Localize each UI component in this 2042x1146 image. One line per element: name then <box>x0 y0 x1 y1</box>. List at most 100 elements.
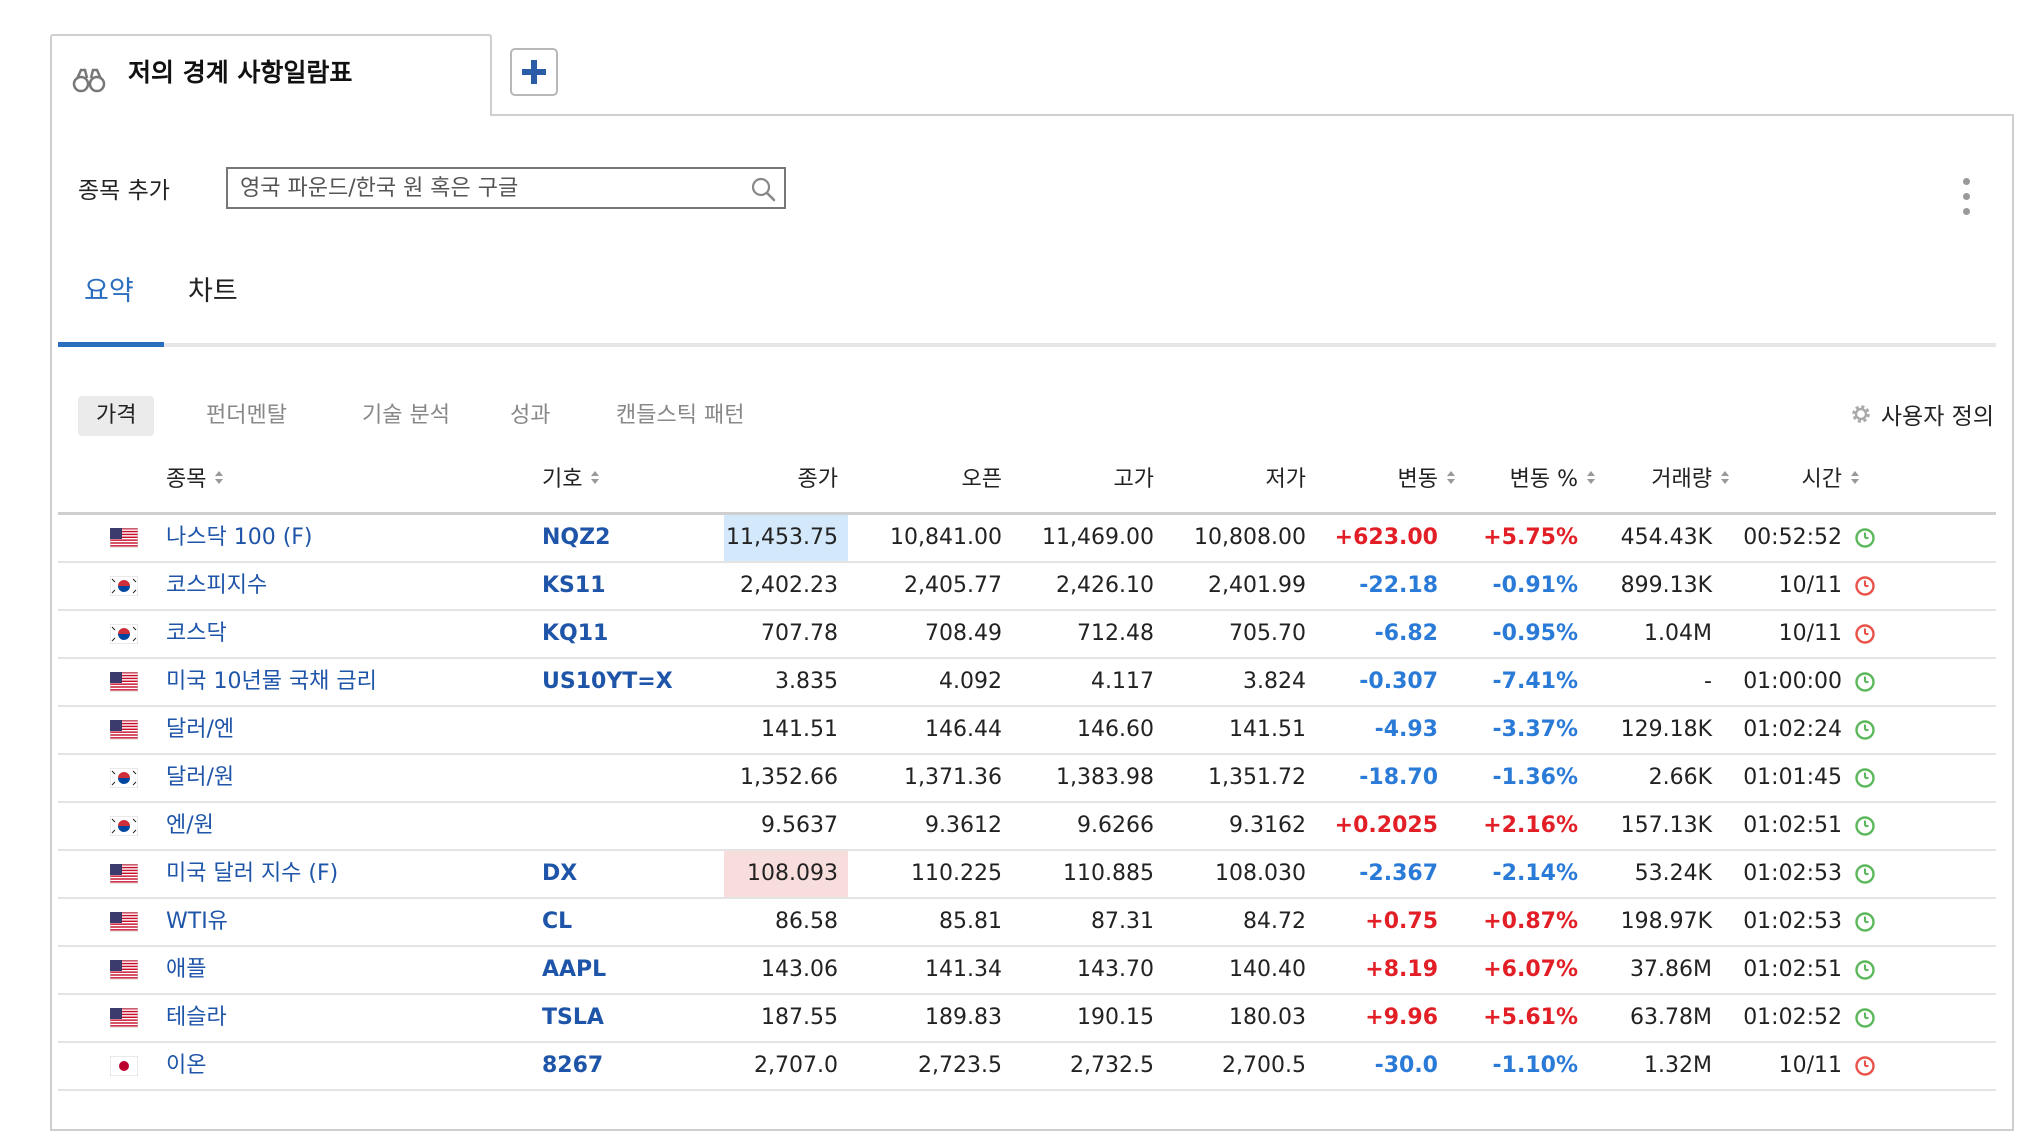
open-price: 146.44 <box>925 717 1002 742</box>
volume-value: 2.66K <box>1648 765 1712 790</box>
table-row[interactable]: 미국 10년물 국채 금리 US10YT=X 3.835 4.092 4.117… <box>58 659 1996 707</box>
subtab-candlestick[interactable]: 캔들스틱 패턴 <box>616 403 745 428</box>
col-change-pct[interactable]: 변동 % <box>1438 448 1596 512</box>
customize-button[interactable]: 사용자 정의 <box>1849 394 1994 434</box>
quote-time: 10/11 <box>1778 621 1842 646</box>
country-flag-icon <box>109 1007 139 1029</box>
instrument-symbol[interactable]: DX <box>542 861 578 886</box>
high-price: 4.117 <box>1091 669 1154 694</box>
instrument-name[interactable]: 미국 10년물 국채 금리 <box>166 669 377 694</box>
col-volume[interactable]: 거래량 <box>1578 448 1730 512</box>
watchlist-tab[interactable]: 저의 경계 사항일람표 <box>50 34 492 116</box>
instrument-name[interactable]: 달러/엔 <box>166 717 235 742</box>
tabs-divider <box>58 343 1996 347</box>
col-close: 종가 <box>797 467 838 492</box>
more-options-icon[interactable] <box>1960 178 1972 222</box>
close-price: 86.58 <box>775 909 838 934</box>
symbol-search-box[interactable] <box>226 167 786 209</box>
change-value: +623.00 <box>1334 525 1438 550</box>
table-row[interactable]: 엔/원 9.5637 9.3612 9.6266 9.3162 +0.2025 … <box>58 803 1996 851</box>
low-price: 140.40 <box>1229 957 1306 982</box>
instrument-symbol[interactable]: TSLA <box>542 1005 604 1030</box>
low-price: 3.824 <box>1243 669 1306 694</box>
table-row[interactable]: 코스피지수 KS11 2,402.23 2,405.77 2,426.10 2,… <box>58 563 1996 611</box>
instrument-name[interactable]: 코스피지수 <box>166 573 268 598</box>
table-row[interactable]: 코스닥 KQ11 707.78 708.49 712.48 705.70 -6.… <box>58 611 1996 659</box>
search-icon[interactable] <box>750 176 776 202</box>
col-change[interactable]: 변동 <box>1306 448 1456 512</box>
sort-icon <box>214 471 224 487</box>
subtab-performance[interactable]: 성과 <box>510 403 551 428</box>
country-flag-icon <box>109 1055 139 1077</box>
market-status-clock-icon <box>1855 576 1875 596</box>
instrument-name[interactable]: 미국 달러 지수 (F) <box>166 861 339 886</box>
instrument-name[interactable]: 애플 <box>166 957 207 982</box>
subtab-price[interactable]: 가격 <box>78 396 155 436</box>
change-percent: -7.41% <box>1492 669 1578 694</box>
instrument-name[interactable]: 달러/원 <box>166 765 235 790</box>
change-value: +9.96 <box>1365 1005 1438 1030</box>
volume-value: 1.32M <box>1644 1053 1712 1078</box>
high-price: 11,469.00 <box>1042 525 1154 550</box>
col-time[interactable]: 시간 <box>1712 448 1860 512</box>
volume-value: 53.24K <box>1634 861 1712 886</box>
low-price: 141.51 <box>1229 717 1306 742</box>
open-price: 9.3612 <box>925 813 1002 838</box>
close-price: 9.5637 <box>761 813 838 838</box>
instrument-name[interactable]: 테슬라 <box>166 1005 227 1030</box>
instrument-symbol[interactable]: 8267 <box>542 1053 604 1078</box>
symbol-search-input[interactable] <box>228 169 740 207</box>
instrument-symbol[interactable]: CL <box>542 909 573 934</box>
table-row[interactable]: 애플 AAPL 143.06 141.34 143.70 140.40 +8.1… <box>58 947 1996 995</box>
market-status-clock-icon <box>1855 912 1875 932</box>
low-price: 84.72 <box>1243 909 1306 934</box>
add-watchlist-button[interactable] <box>510 48 558 96</box>
volume-value: 899.13K <box>1620 573 1712 598</box>
open-price: 10,841.00 <box>890 525 1002 550</box>
table-row[interactable]: 미국 달러 지수 (F) DX 108.093 110.225 110.885 … <box>58 851 1996 899</box>
instrument-symbol[interactable]: AAPL <box>542 957 607 982</box>
market-status-clock-icon <box>1855 816 1875 836</box>
table-row[interactable]: 테슬라 TSLA 187.55 189.83 190.15 180.03 +9.… <box>58 995 1996 1043</box>
col-name[interactable]: 종목 <box>166 448 224 512</box>
col-symbol[interactable]: 기호 <box>542 448 600 512</box>
instrument-name[interactable]: 이온 <box>166 1053 207 1078</box>
instrument-name[interactable]: WTI유 <box>166 909 228 934</box>
change-value: -4.93 <box>1374 717 1438 742</box>
instrument-name[interactable]: 엔/원 <box>166 813 214 838</box>
table-row[interactable]: 이온 8267 2,707.0 2,723.5 2,732.5 2,700.5 … <box>58 1043 1996 1091</box>
quote-time: 01:01:45 <box>1743 765 1842 790</box>
high-price: 87.31 <box>1091 909 1154 934</box>
volume-value: 454.43K <box>1620 525 1712 550</box>
table-row[interactable]: WTI유 CL 86.58 85.81 87.31 84.72 +0.75 +0… <box>58 899 1996 947</box>
tab-chart[interactable]: 차트 <box>188 276 238 307</box>
change-percent: +0.87% <box>1483 909 1578 934</box>
subtab-fundamental[interactable]: 펀더멘탈 <box>206 403 287 428</box>
country-flag-icon <box>109 623 139 645</box>
change-value: -22.18 <box>1359 573 1438 598</box>
instrument-symbol[interactable]: KS11 <box>542 573 606 598</box>
instrument-name[interactable]: 코스닥 <box>166 621 227 646</box>
volume-value: 37.86M <box>1630 957 1712 982</box>
low-price: 705.70 <box>1229 621 1306 646</box>
instrument-symbol[interactable]: NQZ2 <box>542 525 611 550</box>
quote-time: 10/11 <box>1778 1053 1842 1078</box>
subtab-technical[interactable]: 기술 분석 <box>362 403 450 428</box>
table-row[interactable]: 달러/원 1,352.66 1,371.36 1,383.98 1,351.72… <box>58 755 1996 803</box>
change-value: -0.307 <box>1359 669 1438 694</box>
open-price: 2,723.5 <box>918 1053 1002 1078</box>
market-status-clock-icon <box>1855 960 1875 980</box>
change-value: +0.2025 <box>1334 813 1438 838</box>
close-price: 2,402.23 <box>740 573 838 598</box>
table-row[interactable]: 달러/엔 141.51 146.44 146.60 141.51 -4.93 -… <box>58 707 1996 755</box>
instrument-symbol[interactable]: US10YT=X <box>542 669 673 694</box>
country-flag-icon <box>109 671 139 693</box>
tab-summary[interactable]: 요약 <box>84 276 134 307</box>
instrument-symbol[interactable]: KQ11 <box>542 621 609 646</box>
change-percent: -2.14% <box>1492 861 1578 886</box>
low-price: 2,401.99 <box>1208 573 1306 598</box>
tab-active-indicator <box>58 342 164 347</box>
market-status-clock-icon <box>1855 768 1875 788</box>
table-row[interactable]: 나스닥 100 (F) NQZ2 11,453.75 10,841.00 11,… <box>58 515 1996 563</box>
instrument-name[interactable]: 나스닥 100 (F) <box>166 525 313 550</box>
